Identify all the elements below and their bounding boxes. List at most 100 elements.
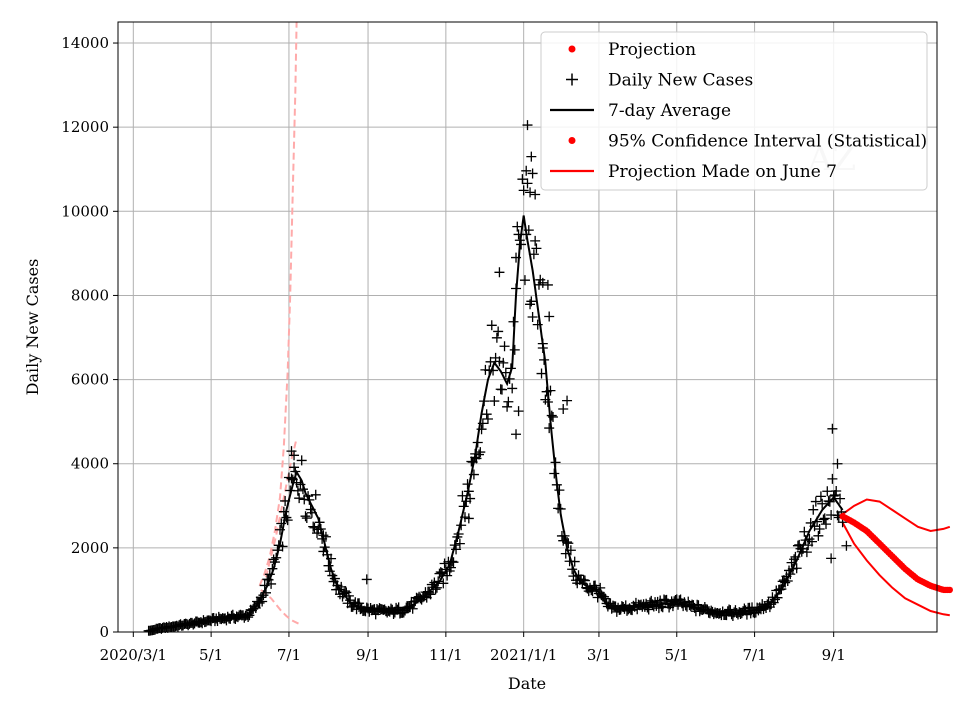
daily-case-marker [513,406,524,417]
daily-case-marker [482,414,493,425]
daily-case-marker [519,275,530,286]
daily-case-marker [486,320,497,331]
daily-case-marker [813,530,824,541]
daily-case-marker [503,396,514,407]
daily-case-marker [522,178,533,189]
daily-case-marker [454,538,465,549]
daily-case-marker [507,383,518,394]
daily-case-marker [832,458,843,469]
daily-case-marker [801,547,812,558]
daily-case-marker [496,384,507,395]
y-tick-label: 0 [99,623,109,641]
daily-case-marker [527,311,538,322]
daily-case-marker [512,221,523,232]
daily-case-marker [433,576,444,587]
daily-case-marker [517,174,528,185]
daily-case-marker [493,326,504,337]
daily-case-marker [558,404,569,415]
daily-case-marker [521,165,532,176]
x-tick-label: 9/1 [356,646,380,664]
june-projection-upper-line [258,21,298,587]
june-projection-lower-line [260,589,301,626]
june-projection-mid-line [265,438,298,578]
daily-case-marker [438,578,449,589]
daily-case-marker [814,524,825,535]
daily-case-marker [656,601,667,612]
y-tick-label: 8000 [71,286,109,304]
daily-case-marker [607,600,618,611]
seven-day-average-path [148,215,844,633]
daily-case-marker [243,612,254,623]
daily-case-marker [511,429,522,440]
daily-case-marker [526,151,537,162]
daily-case-marker [806,536,817,547]
daily-case-marker [289,450,300,461]
daily-case-marker [300,511,311,522]
y-axis-ticks: 0 2000 4000 6000 8000 10000 12000 14000 [61,34,118,641]
daily-case-marker [289,462,300,473]
daily-case-marker [489,396,500,407]
daily-case-marker [463,513,474,524]
daily-case-marker [549,468,560,479]
x-tick-label: 3/1 [587,646,611,664]
daily-case-marker [544,423,555,434]
legend-label: 95% Confidence Interval (Statistical) [608,132,927,152]
x-tick-label: 7/1 [277,646,301,664]
daily-case-marker [301,513,312,524]
legend-box [540,31,928,191]
daily-case-marker [526,296,537,307]
daily-case-marker [525,187,536,198]
daily-case-marker [499,341,510,352]
x-tick-label: 2020/3/1 [100,646,167,664]
daily-case-marker [491,332,502,343]
daily-case-marker [799,526,810,537]
x-tick-label: 9/1 [822,646,846,664]
x-tick-label: 5/1 [199,646,223,664]
daily-case-marker [841,540,852,551]
x-axis-ticks: 2020/3/1 5/1 7/1 9/1 11/1 2021/1/1 3/1 5/1 7/1 9/… [100,632,846,664]
daily-case-marker [522,120,533,131]
daily-case-marker [457,490,468,501]
legend-label: 7-day Average [608,101,731,121]
daily-case-marker [537,277,548,288]
legend-dot-icon [568,45,576,53]
daily-case-marker [310,489,321,500]
projection-dots [839,513,953,594]
seven-day-average-line [148,215,844,633]
x-tick-label: 7/1 [743,646,767,664]
daily-case-marker [292,485,303,496]
daily-case-marker [831,486,842,497]
legend-label: Daily New Cases [608,71,753,91]
daily-case-marker [819,513,830,524]
y-tick-label: 14000 [61,34,109,52]
y-tick-label: 2000 [71,539,109,557]
daily-case-marker [536,368,547,379]
daily-case-marker [509,344,520,355]
daily-case-marker [826,553,837,564]
daily-case-marker [481,409,492,420]
y-tick-label: 6000 [71,371,109,389]
june-projection-lines [258,21,301,626]
daily-case-marker [544,311,555,322]
daily-case-marker [835,493,846,504]
daily-case-marker [562,395,573,406]
x-tick-label: 11/1 [429,646,463,664]
daily-case-marker [595,582,606,593]
daily-case-marker [278,506,289,517]
daily-case-marker [818,514,829,525]
legend-label: Projection [608,40,696,60]
daily-case-marker [518,185,529,196]
legend-dot-icon [568,137,576,144]
legend: Projection Daily New Cases 7-day Average 95… [540,31,928,191]
x-axis-label: Date [508,674,546,693]
daily-case-marker [462,479,473,490]
daily-case-marker [808,504,819,515]
daily-case-marker [554,485,565,496]
projection-point [946,586,953,594]
daily-case-marker [531,243,542,254]
daily-case-marker [494,267,505,278]
daily-case-marker [822,486,833,497]
daily-case-marker [827,473,838,484]
daily-case-marker [308,521,319,532]
daily-case-marker [827,423,838,434]
